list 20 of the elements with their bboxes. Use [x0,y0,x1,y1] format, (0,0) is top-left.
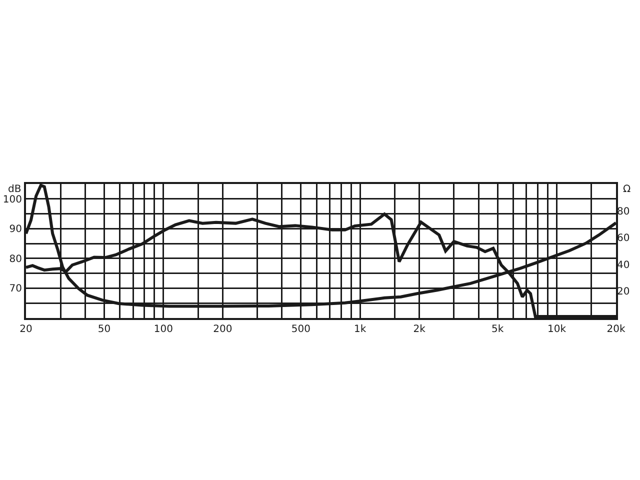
y-tick-label: 100 [2,194,22,206]
y2-tick-label: 40 [617,260,630,271]
x-tick-label: 200 [213,324,232,335]
x-tick-label: 100 [154,324,174,335]
y-tick-label: 90 [9,224,22,236]
y-axis-title: dB [8,184,22,195]
x-tick-label: 500 [291,324,310,335]
x-tick-label: 5k [492,324,504,335]
y-tick-label: 70 [9,284,22,295]
x-tick-label: 2k [413,324,426,335]
y-tick-label: 80 [9,254,22,265]
y2-tick-label: 20 [617,286,630,298]
x-tick-label: 10k [548,324,566,335]
x-tick-label: 20k [606,324,626,335]
y2-tick-label: 80 [617,206,630,218]
x-tick-label: 50 [98,324,111,335]
y2-tick-label: 60 [617,233,630,244]
y2-axis-title: Ω [623,184,631,195]
x-tick-label: 1k [354,324,366,335]
x-tick-label: 20 [20,324,32,335]
